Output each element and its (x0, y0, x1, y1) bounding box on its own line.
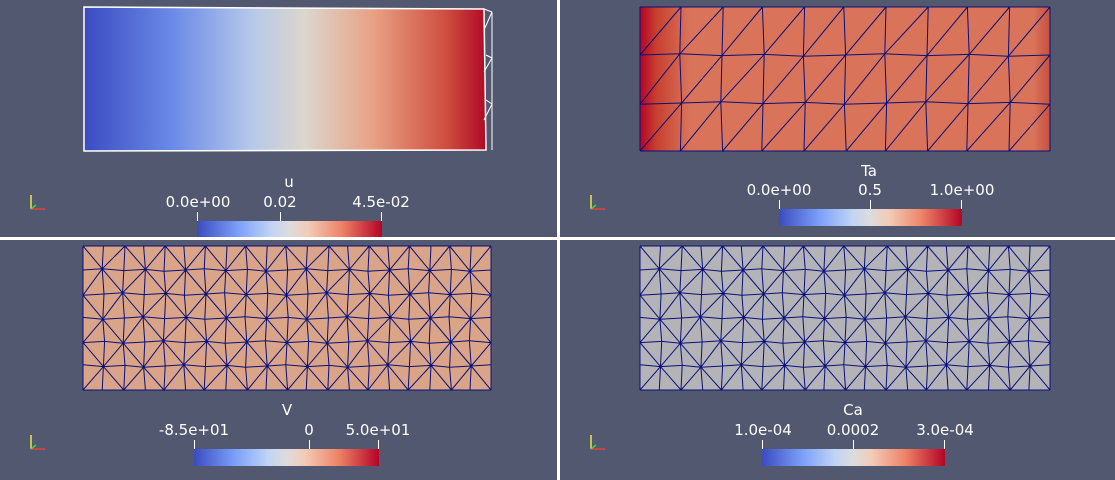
colorbar-tick (944, 440, 945, 453)
colorbar-min-label: 0.0e+00 (165, 193, 231, 211)
colorbar-mid-label: 0.5 (858, 181, 882, 199)
colorbar-max-label: 3.0e-04 (916, 421, 974, 439)
colorbar-tick (381, 212, 382, 225)
colorbar-u (197, 221, 382, 237)
orientation-axes-icon (590, 435, 605, 450)
colorbar-ta (779, 209, 962, 226)
colorbar-max-label: 1.0e+00 (929, 181, 995, 199)
colorbar-max-label: 4.5e-02 (352, 193, 410, 211)
render-view-ca[interactable]: Ca 1.0e-04 0.0002 3.0e-04 (560, 240, 1115, 480)
colorbar-ca (762, 449, 945, 466)
colorbar-mid-label: 0.02 (263, 193, 297, 211)
colorbar-title: V (281, 401, 293, 419)
orientation-axes-icon (30, 195, 45, 210)
colorbar-tick (197, 212, 198, 225)
mesh-v (82, 245, 492, 391)
render-view-u[interactable]: u 0.0e+00 0.02 4.5e-02 (0, 0, 557, 237)
render-view-ta[interactable]: Ta 0.0e+00 0.5 1.0e+00 (560, 0, 1115, 237)
colorbar-tick (853, 440, 854, 453)
colorbar-tick (762, 440, 763, 453)
render-view-v[interactable]: V -8.5e+01 0 5.0e+01 (0, 240, 557, 480)
colorbar-min-label: 0.0e+00 (746, 181, 812, 199)
colorbar-mid-label: 0 (304, 421, 314, 439)
colorbar-title: Ca (843, 401, 863, 419)
orientation-axes-icon (30, 435, 45, 450)
colorbar-tick (961, 200, 962, 213)
colorbar-tick (870, 200, 871, 213)
orientation-axes-icon (590, 195, 605, 210)
mesh-ta (639, 6, 1051, 152)
colorbar-tick (309, 440, 310, 453)
colorbar-tick (280, 212, 281, 225)
colorbar-v (194, 449, 379, 466)
colorbar-min-label: 1.0e-04 (734, 421, 792, 439)
colorbar-max-label: 5.0e+01 (345, 421, 411, 439)
mesh-u (83, 6, 493, 152)
colorbar-tick (779, 200, 780, 213)
mesh-ca (639, 245, 1051, 391)
colorbar-title: u (284, 173, 294, 191)
colorbar-min-label: -8.5e+01 (158, 421, 230, 439)
colorbar-tick (194, 440, 195, 453)
colorbar-tick (378, 440, 379, 453)
colorbar-mid-label: 0.0002 (826, 421, 880, 439)
colorbar-title: Ta (861, 162, 877, 180)
